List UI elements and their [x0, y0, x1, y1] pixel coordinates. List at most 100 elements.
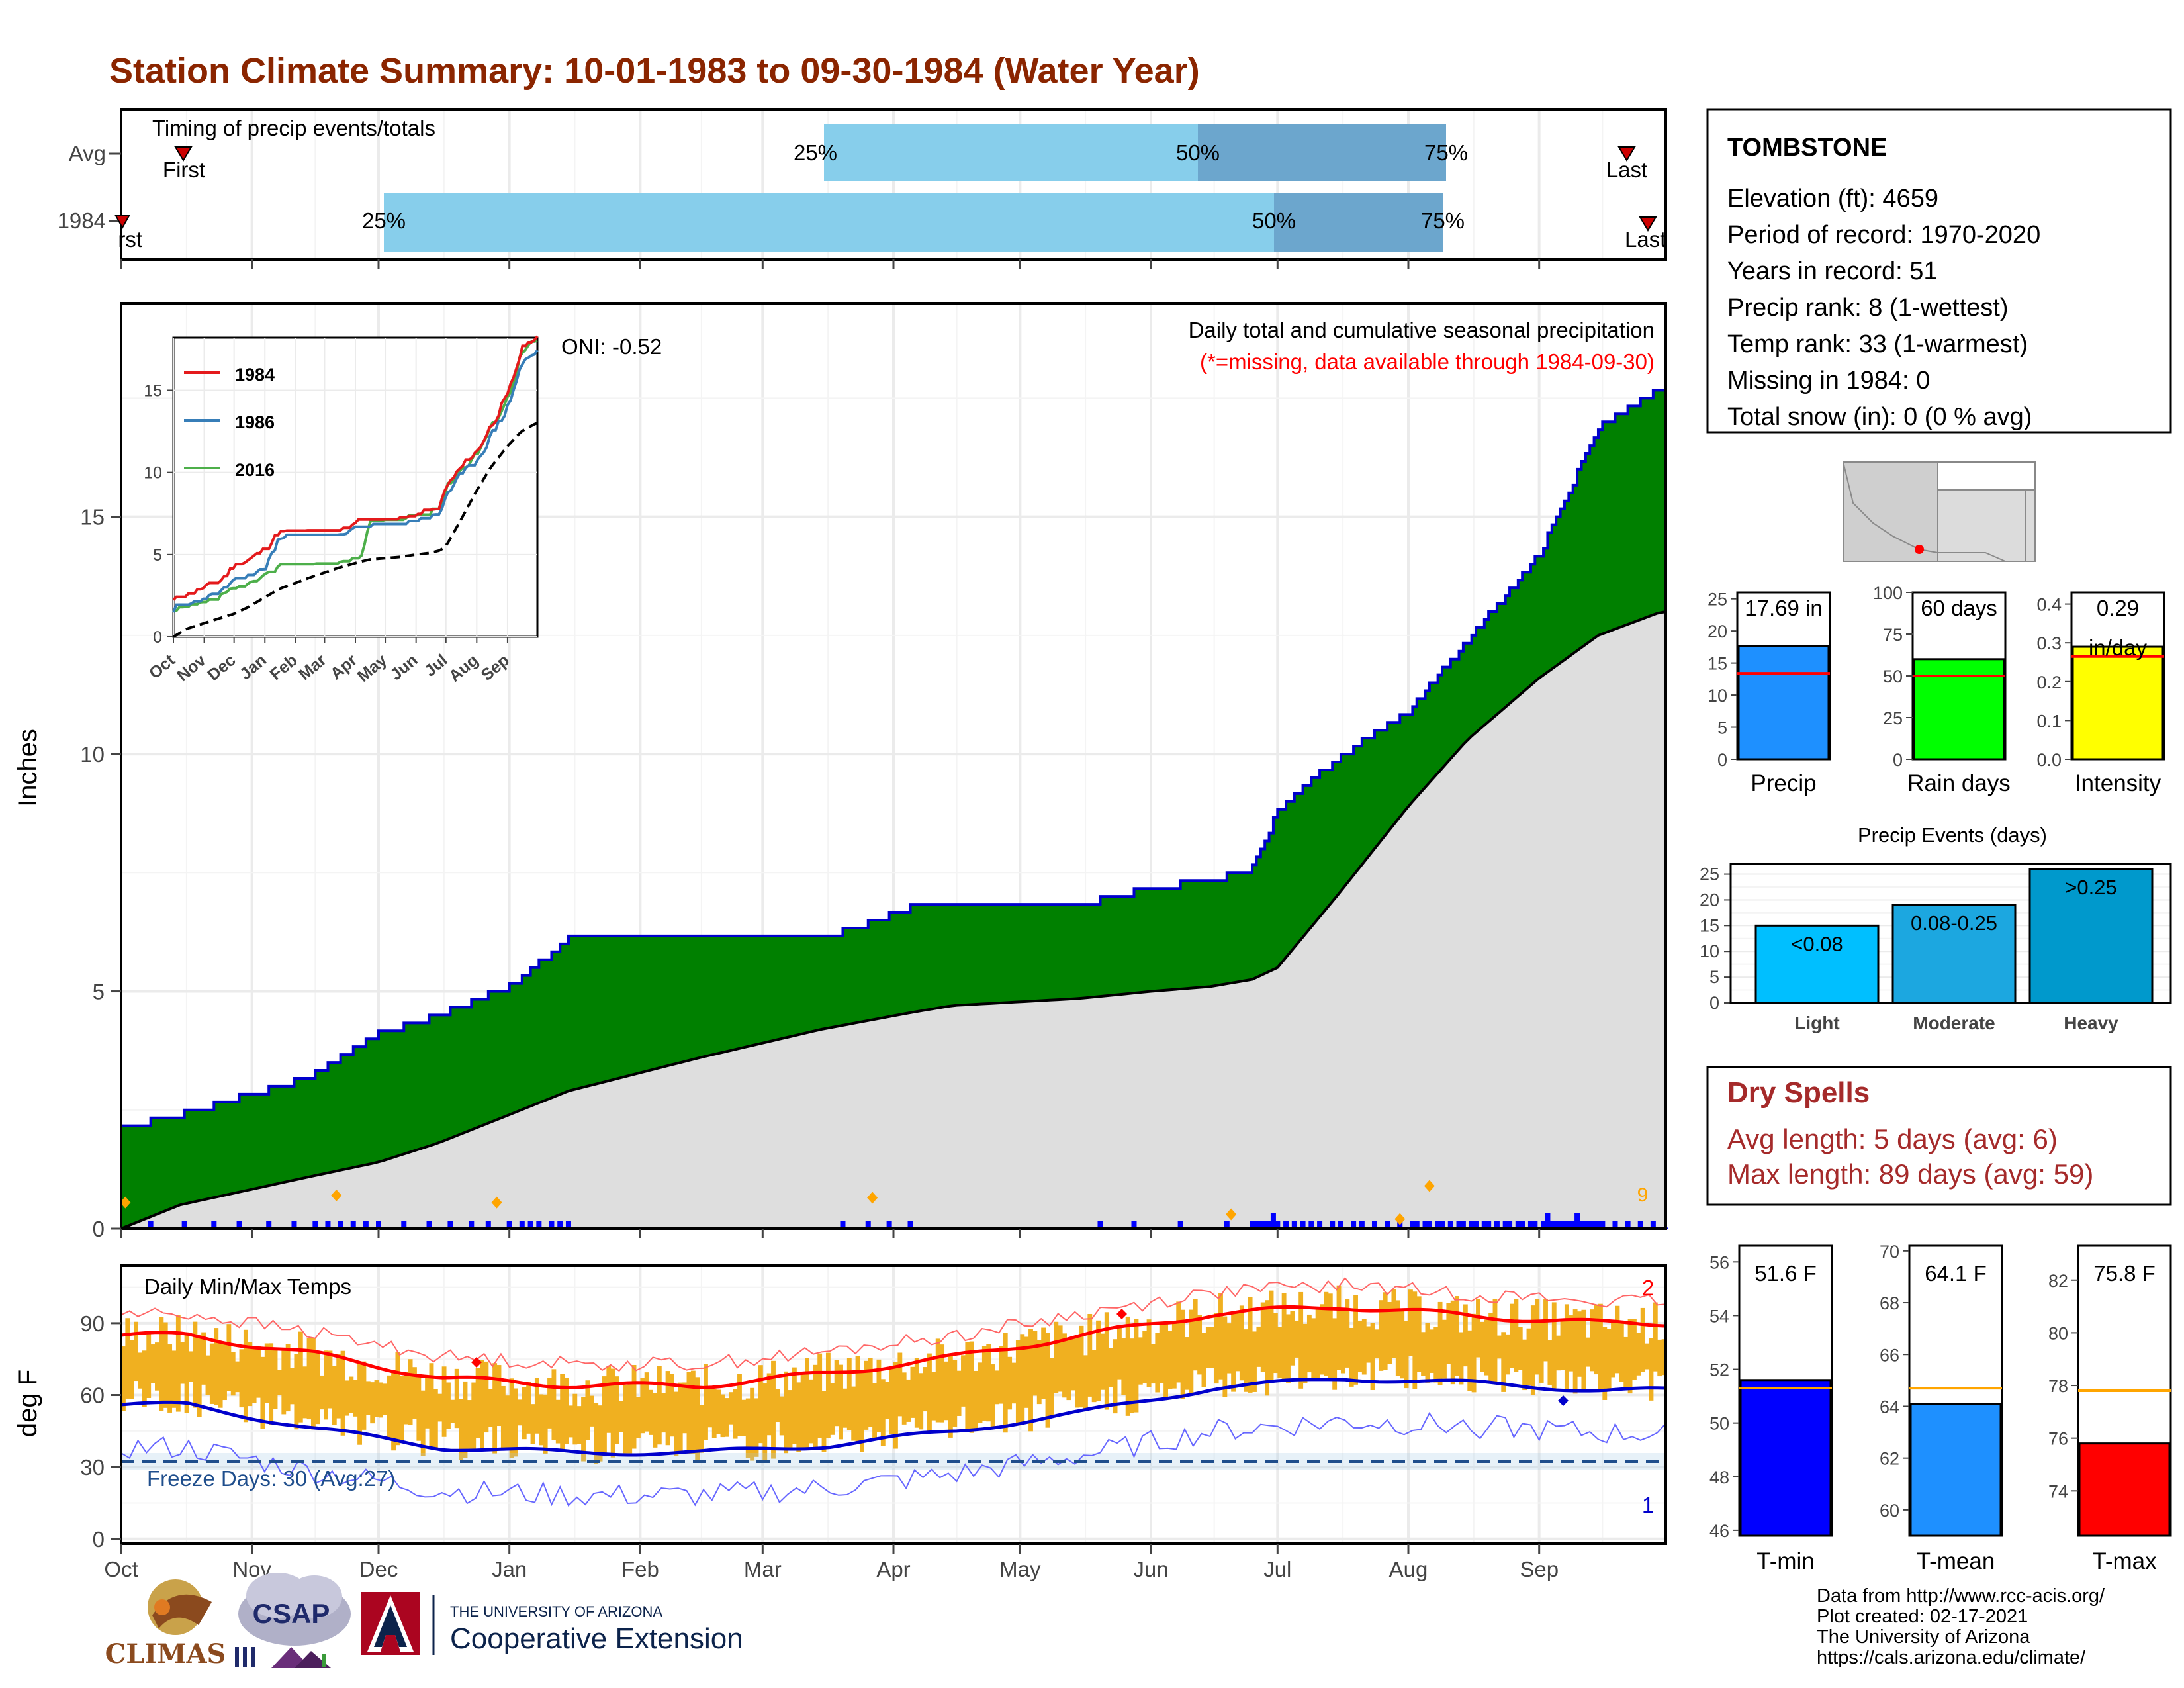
- daily-temp-bar: [1649, 1338, 1654, 1401]
- station-snow: Total snow (in): 0 (0 % avg): [1727, 403, 2032, 431]
- daily-precip-bar: [1266, 1221, 1272, 1229]
- daily-temp-bar: [1159, 1325, 1164, 1383]
- daily-temp-bar: [775, 1389, 780, 1423]
- daily-temp-bar: [610, 1368, 615, 1458]
- daily-temp-bar: [657, 1366, 662, 1445]
- daily-temp-bar: [598, 1405, 603, 1462]
- daily-temp-bar: [1645, 1343, 1649, 1370]
- events-bar-label: 0.08-0.25: [1911, 912, 1997, 935]
- daily-temp-bar: [855, 1356, 860, 1442]
- daily-temp-bar: [1471, 1313, 1477, 1393]
- footer-line-4: https://cals.arizona.edu/climate/: [1817, 1647, 2086, 1668]
- daily-temp-bar: [353, 1380, 358, 1417]
- daily-precip-bar: [376, 1221, 381, 1229]
- daily-precip-bar: [1385, 1221, 1390, 1229]
- daily-temp-bar: [821, 1391, 827, 1452]
- daily-precip-bar: [527, 1221, 533, 1229]
- daily-precip-bar: [1371, 1221, 1377, 1229]
- summary-ytick-label: 75: [1883, 625, 1903, 645]
- summary-ytick-label: 0: [1717, 750, 1727, 770]
- daily-temp-bar: [817, 1353, 823, 1438]
- station-name: TOMBSTONE: [1727, 134, 1887, 162]
- daily-temp-bar: [175, 1315, 181, 1412]
- summary-ytick-label: 25: [1883, 708, 1903, 728]
- daily-temp-bar: [1201, 1333, 1206, 1387]
- temp-summary-bars: 46 48 50 52 54 56 51.6 F T-min 60 62 64 66 68 70 64.1 …: [1709, 1242, 2172, 1574]
- daily-temp-bar: [1294, 1320, 1299, 1358]
- daily-temp-bar: [1543, 1299, 1548, 1362]
- daily-temp-bar: [864, 1360, 869, 1430]
- inset-1984-line: [172, 335, 539, 601]
- daily-temp-bar: [159, 1317, 164, 1411]
- daily-temp-bar: [1032, 1331, 1038, 1396]
- daily-temp-bar: [825, 1352, 831, 1438]
- daily-temp-bar: [1226, 1323, 1232, 1374]
- daily-temp-bar: [1075, 1338, 1080, 1408]
- dry-spells-avg: Avg length: 5 days (avg: 6): [1727, 1123, 2058, 1154]
- daily-temp-bar: [649, 1389, 654, 1435]
- daily-precip-bar: [565, 1221, 571, 1229]
- temp-summary-ytick-label: 46: [1709, 1521, 1729, 1541]
- daily-temp-bar: [581, 1397, 586, 1462]
- daily-temp-bar: [1547, 1340, 1553, 1385]
- timing-avg-bar-dark: [1198, 124, 1446, 181]
- daily-temp-bar: [239, 1349, 244, 1408]
- daily-temp-bar: [205, 1355, 210, 1395]
- daily-temp-bar: [1298, 1291, 1304, 1389]
- daily-precip-bar: [1612, 1221, 1618, 1229]
- precip-header: Daily total and cumulative seasonal prec…: [1189, 318, 1655, 342]
- daily-temp-bar: [189, 1351, 193, 1382]
- daily-temp-bar: [1412, 1291, 1418, 1389]
- daily-temp-bar: [800, 1372, 805, 1449]
- daily-temp-bar: [1577, 1311, 1582, 1377]
- daily-temp-bar: [134, 1321, 139, 1382]
- events-bar: [1754, 924, 1880, 1004]
- daily-temp-bar: [1366, 1326, 1371, 1363]
- daily-precip-bar: [1250, 1221, 1255, 1229]
- daily-temp-bar: [995, 1370, 999, 1405]
- daily-temp-bar: [475, 1368, 480, 1438]
- timing-row-1984: 1984: [58, 209, 106, 233]
- events-bars: 0 5 10 15 20 25 <0.08 Light 0.08-0.25 Moderate >0.…: [1700, 865, 2154, 1033]
- month-label: Jul: [1263, 1557, 1291, 1581]
- daily-temp-bar: [784, 1371, 789, 1454]
- daily-temp-bar: [1429, 1329, 1434, 1373]
- daily-temp-bar: [974, 1370, 979, 1431]
- daily-temp-bar: [197, 1335, 202, 1417]
- daily-precip-bar: [1578, 1221, 1584, 1229]
- daily-temp-bars: [121, 1285, 1666, 1464]
- temp-yticks: 0 30 60 90: [80, 1311, 121, 1552]
- daily-temp-bar: [1619, 1323, 1624, 1382]
- daily-temp-bar: [429, 1363, 434, 1450]
- daily-temp-bar: [1361, 1319, 1367, 1375]
- daily-precip-bar: [1541, 1221, 1547, 1229]
- daily-temp-bar: [1138, 1337, 1143, 1385]
- daily-precip-bar: [1494, 1221, 1500, 1229]
- daily-temp-bar: [171, 1350, 177, 1408]
- daily-temp-bar: [243, 1329, 248, 1423]
- daily-temp-bar: [1273, 1313, 1278, 1374]
- daily-temp-bar: [1370, 1323, 1375, 1391]
- daily-temp-bar: [484, 1361, 489, 1433]
- daily-temp-bar: [399, 1376, 404, 1444]
- daily-temp-bar: [1332, 1318, 1338, 1390]
- daily-temp-bar: [467, 1400, 472, 1449]
- daily-temp-bar: [446, 1382, 451, 1429]
- daily-temp-bar: [1015, 1340, 1021, 1426]
- inset-legend-1986: 1986: [235, 412, 275, 432]
- temp-summary-ytick-label: 62: [1880, 1449, 1899, 1469]
- daily-temp-bar: [1087, 1313, 1093, 1397]
- daily-precip-bar: [350, 1221, 356, 1229]
- daily-precip-bar: [1574, 1213, 1580, 1229]
- daily-precip-bar: [549, 1221, 555, 1229]
- daily-temp-bar: [1455, 1296, 1460, 1376]
- daily-temp-bar: [1395, 1300, 1400, 1376]
- daily-temp-bar: [720, 1394, 725, 1438]
- daily-temp-bar: [277, 1370, 282, 1395]
- daily-temp-bar: [1556, 1335, 1561, 1371]
- daily-temp-bar: [374, 1380, 379, 1417]
- daily-temp-bar: [1197, 1315, 1203, 1375]
- daily-precip-bar: [236, 1221, 242, 1229]
- month-label: Jan: [492, 1557, 527, 1581]
